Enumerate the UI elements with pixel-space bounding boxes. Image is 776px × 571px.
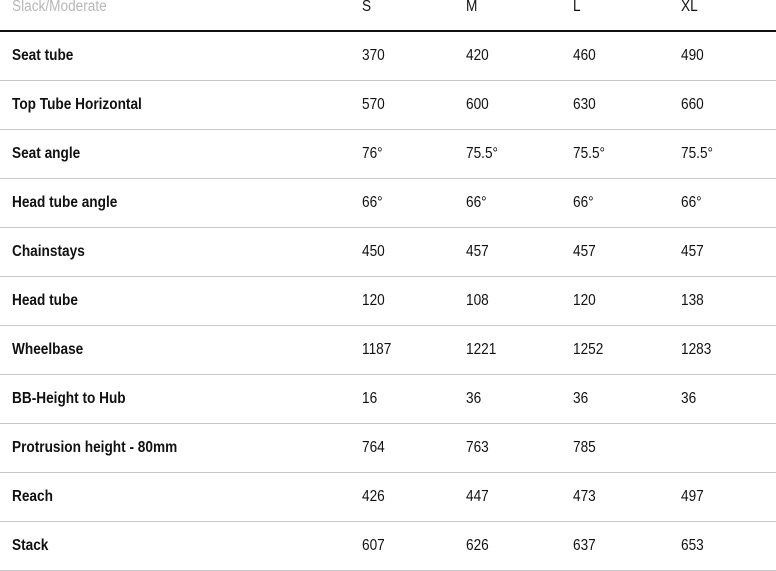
row-value: 637 <box>573 537 596 554</box>
table-header: Slack/Moderate S M L XL <box>0 0 776 32</box>
row-value: 75.5° <box>466 145 499 162</box>
row-value: 473 <box>573 488 596 505</box>
table-row: Protrusion height - 80mm 764 763 785 <box>0 424 776 473</box>
row-value: 108 <box>466 292 489 309</box>
row-label: Top Tube Horizontal <box>12 96 142 113</box>
table-row: Seat tube 370 420 460 490 <box>0 32 776 81</box>
row-label: Wheelbase <box>12 341 84 358</box>
table-row: BB-Height to Hub 16 36 36 36 <box>0 375 776 424</box>
row-value: 457 <box>573 243 596 260</box>
row-label: Seat angle <box>12 145 81 162</box>
row-value: 36 <box>466 390 482 407</box>
row-label: Head tube <box>12 292 78 309</box>
row-value: 570 <box>362 96 385 113</box>
row-value: 36 <box>573 390 589 407</box>
table-row: Chainstays 450 457 457 457 <box>0 228 776 277</box>
row-value: 1283 <box>681 341 712 358</box>
row-value: 763 <box>466 439 489 456</box>
row-value: 1252 <box>573 341 604 358</box>
table-row: Top Tube Horizontal 570 600 630 660 <box>0 81 776 130</box>
row-value: 426 <box>362 488 385 505</box>
table-row: Seat angle 76° 75.5° 75.5° 75.5° <box>0 130 776 179</box>
row-label: Stack <box>12 537 49 554</box>
row-value: 785 <box>573 439 596 456</box>
row-label: BB-Height to Hub <box>12 390 126 407</box>
table-row: Head tube 120 108 120 138 <box>0 277 776 326</box>
row-value: 420 <box>466 47 489 64</box>
row-label: Chainstays <box>12 243 85 260</box>
row-value: 457 <box>681 243 704 260</box>
row-value: 626 <box>466 537 489 554</box>
row-label: Reach <box>12 488 53 505</box>
row-value: 660 <box>681 96 704 113</box>
header-size-xl: XL <box>681 0 698 15</box>
row-value: 36 <box>681 390 697 407</box>
header-size-s: S <box>362 0 372 15</box>
row-value: 16 <box>362 390 378 407</box>
row-value: 1187 <box>362 341 392 358</box>
row-value: 66° <box>573 194 594 211</box>
row-value: 76° <box>362 145 383 162</box>
row-value: 490 <box>681 47 704 64</box>
header-size-l: L <box>573 0 581 15</box>
row-value: 75.5° <box>573 145 606 162</box>
row-label: Protrusion height - 80mm <box>12 439 178 456</box>
header-label: Slack/Moderate <box>12 0 107 15</box>
row-value: 450 <box>362 243 385 260</box>
row-value: 66° <box>466 194 487 211</box>
row-value: 460 <box>573 47 596 64</box>
row-label: Seat tube <box>12 47 74 64</box>
table-row: Wheelbase 1187 1221 1252 1283 <box>0 326 776 375</box>
table-row: Reach 426 447 473 497 <box>0 473 776 522</box>
table-row: Stack 607 626 637 653 <box>0 522 776 571</box>
row-value: 120 <box>573 292 596 309</box>
row-value: 600 <box>466 96 489 113</box>
row-value: 764 <box>362 439 385 456</box>
row-label: Head tube angle <box>12 194 118 211</box>
row-value: 653 <box>681 537 704 554</box>
header-size-m: M <box>466 0 478 15</box>
row-value: 1221 <box>466 341 497 358</box>
row-value: 75.5° <box>681 145 714 162</box>
row-value: 607 <box>362 537 385 554</box>
row-value: 138 <box>681 292 704 309</box>
row-value: 630 <box>573 96 596 113</box>
row-value: 66° <box>681 194 702 211</box>
row-value: 457 <box>466 243 489 260</box>
table-row: Head tube angle 66° 66° 66° 66° <box>0 179 776 228</box>
row-value: 66° <box>362 194 383 211</box>
row-value: 370 <box>362 47 385 64</box>
row-value: 120 <box>362 292 385 309</box>
row-value: 497 <box>681 488 704 505</box>
row-value: 447 <box>466 488 489 505</box>
